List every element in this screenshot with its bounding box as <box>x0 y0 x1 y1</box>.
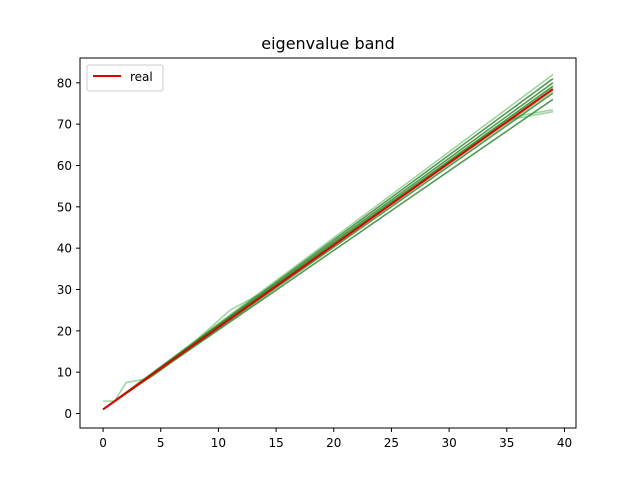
legend: real <box>86 64 164 92</box>
plot-frame <box>79 57 577 429</box>
band-line <box>102 108 554 411</box>
y-tick-label: 30 <box>57 283 72 297</box>
y-tick-label: 50 <box>57 200 72 214</box>
band-line <box>102 110 554 411</box>
y-tick-label: 10 <box>57 366 72 380</box>
x-tick-label: 10 <box>211 436 226 450</box>
band-line <box>102 98 554 411</box>
y-tick-label: 80 <box>57 76 72 90</box>
chart-title: eigenvalue band <box>261 34 394 53</box>
x-tick-label: 40 <box>557 436 572 450</box>
x-tick-label: 35 <box>499 436 514 450</box>
x-tick-label: 20 <box>326 436 341 450</box>
x-tick-label: 30 <box>441 436 456 450</box>
band-line <box>102 73 554 411</box>
x-tick-label: 5 <box>157 436 165 450</box>
real-line <box>102 88 554 411</box>
band-lines <box>102 73 554 411</box>
y-tick-label: 0 <box>64 407 72 421</box>
y-tick-label: 70 <box>57 118 72 132</box>
y-tick-label: 40 <box>57 242 72 256</box>
x-axis-ticks: 0 5 10 15 20 25 30 35 40 <box>99 428 572 450</box>
y-axis-ticks: 0 10 20 30 40 50 60 70 80 <box>57 76 80 421</box>
x-tick-label: 25 <box>384 436 399 450</box>
x-tick-label: 15 <box>268 436 283 450</box>
y-tick-label: 20 <box>57 324 72 338</box>
legend-box <box>86 64 164 92</box>
real-series <box>102 88 554 411</box>
y-tick-label: 60 <box>57 159 72 173</box>
legend-label-real: real <box>130 70 153 84</box>
x-tick-label: 0 <box>99 436 107 450</box>
